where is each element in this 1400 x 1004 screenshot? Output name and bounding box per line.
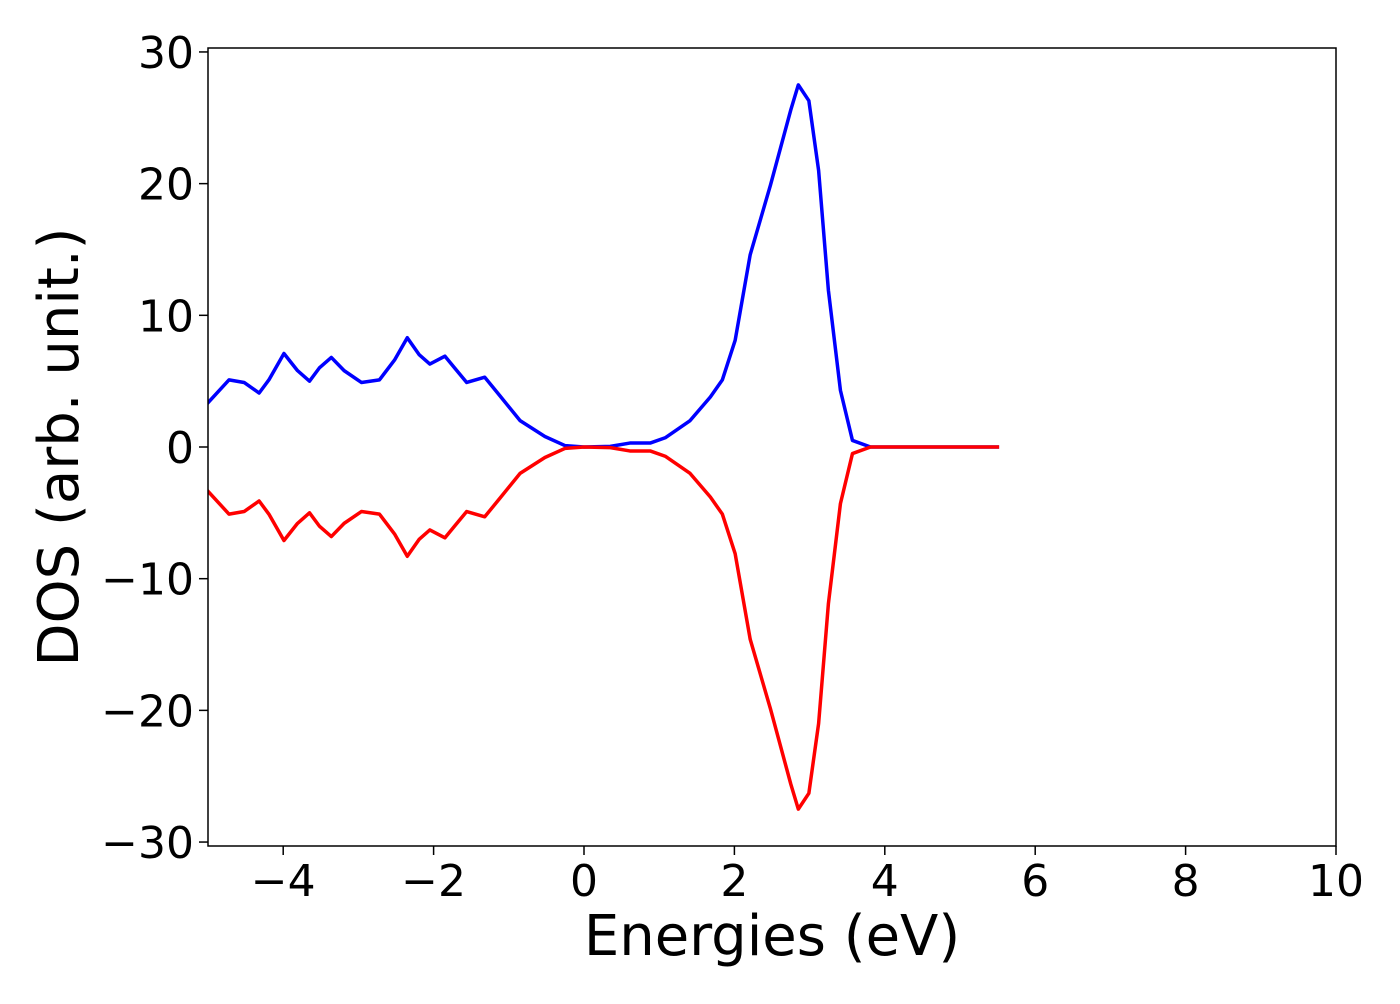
y-tick-label: −30 bbox=[101, 818, 194, 869]
x-tick-label: 6 bbox=[1021, 856, 1049, 907]
line bbox=[208, 445, 1000, 811]
x-tick-label: −4 bbox=[251, 856, 316, 907]
y-tick-label: 20 bbox=[138, 160, 194, 211]
line bbox=[208, 83, 1000, 449]
x-tick-label: 4 bbox=[871, 856, 899, 907]
y-tick-label: 10 bbox=[138, 291, 194, 342]
plot-frame bbox=[207, 47, 1337, 847]
x-tick-label: 2 bbox=[720, 856, 748, 907]
y-tick-label: 30 bbox=[138, 28, 194, 79]
y-tick-label: 0 bbox=[166, 423, 194, 474]
x-axis-label: Energies (eV) bbox=[584, 904, 960, 969]
x-tick-label: 0 bbox=[570, 856, 598, 907]
x-tick-label: 8 bbox=[1172, 856, 1200, 907]
y-tick-label: −20 bbox=[101, 686, 194, 737]
y-tick-label: −10 bbox=[101, 555, 194, 606]
x-tick-label: −2 bbox=[401, 856, 466, 907]
y-axis-label: DOS (arb. unit.) bbox=[27, 227, 92, 666]
x-tick-label: 10 bbox=[1308, 856, 1364, 907]
